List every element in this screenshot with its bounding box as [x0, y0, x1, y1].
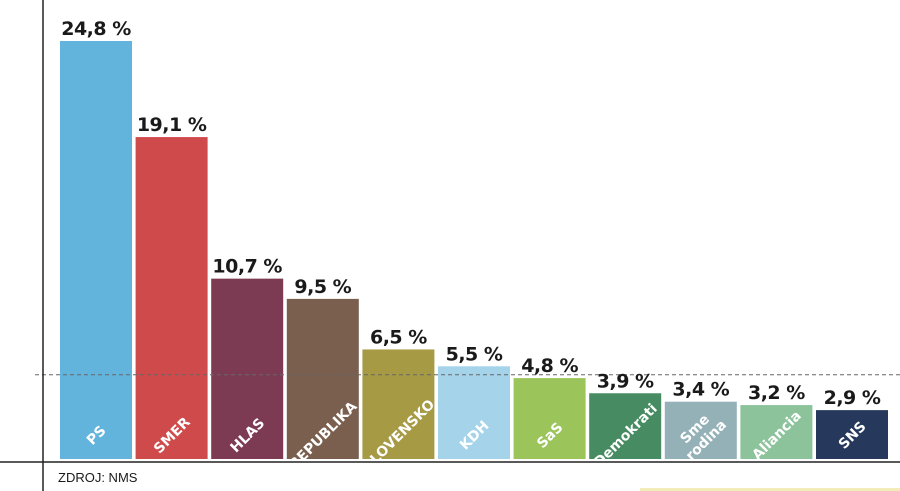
value-label: 9,5 % — [294, 276, 351, 298]
bar-aliancia — [740, 405, 813, 459]
value-label: 24,8 % — [61, 18, 131, 40]
bar-smer — [135, 137, 208, 460]
bar-sme-rodina — [664, 401, 737, 459]
bar-slovensko — [362, 349, 435, 459]
bar-sns — [816, 410, 888, 459]
bar-hlas — [211, 278, 284, 459]
value-label: 3,4 % — [672, 379, 729, 401]
value-label: 10,7 % — [212, 256, 282, 278]
value-label: 2,9 % — [824, 387, 881, 409]
value-label: 5,5 % — [446, 343, 503, 365]
source-note: ZDROJ: NMS — [58, 470, 138, 485]
bar-ps — [60, 41, 132, 459]
bar-kdh — [438, 366, 510, 459]
bar-demokrati — [589, 393, 662, 459]
bar-republika — [286, 298, 359, 459]
bar-sas — [513, 378, 586, 459]
decorative-line — [640, 488, 900, 491]
bars — [60, 41, 888, 460]
value-label: 6,5 % — [370, 326, 427, 348]
value-label: 19,1 % — [137, 114, 207, 136]
value-label: 4,8 % — [521, 355, 578, 377]
value-label: 3,2 % — [748, 382, 805, 404]
value-label: 3,9 % — [597, 370, 654, 392]
